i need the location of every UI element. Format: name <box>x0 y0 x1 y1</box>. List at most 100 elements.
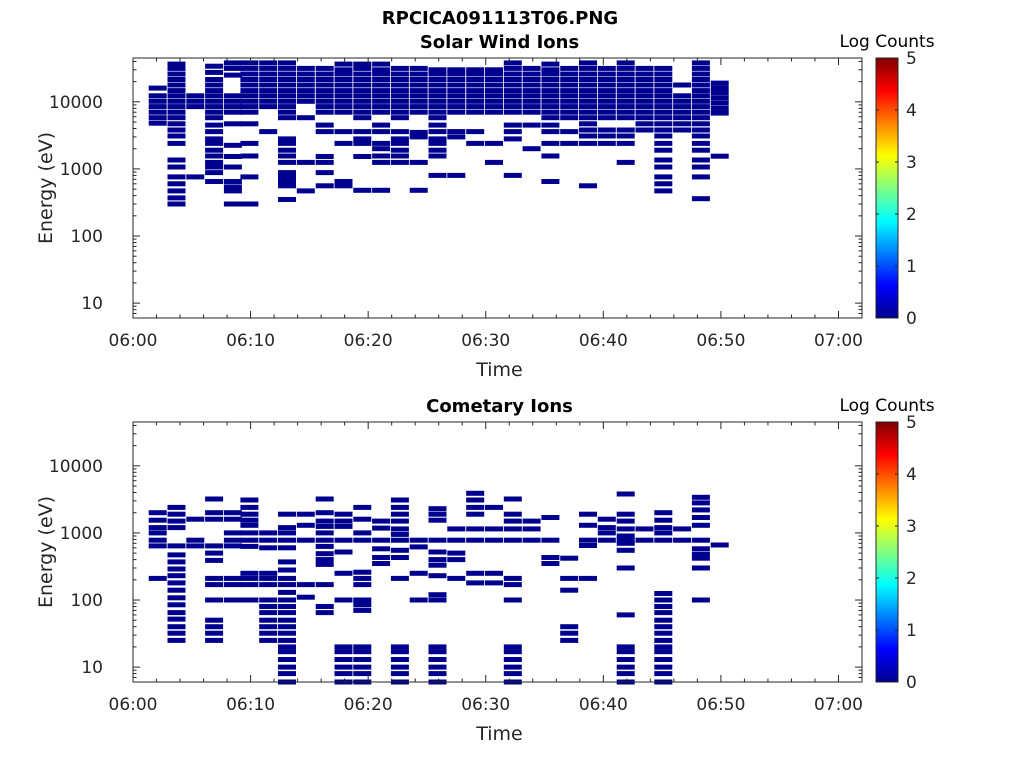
panel-2-cell <box>409 544 428 550</box>
panel-2-axes-frame <box>132 421 863 683</box>
panel-1-xtick-label: 07:00 <box>814 331 863 351</box>
panel-1-cell <box>597 109 616 115</box>
panel-2-cell <box>186 516 205 522</box>
panel-2-cell <box>447 557 466 563</box>
panel-1-cell <box>654 147 673 153</box>
panel-1-cell <box>579 115 597 121</box>
panel-2-cell <box>466 497 485 503</box>
panel-1-cell <box>654 109 673 115</box>
panel-1-cell <box>691 60 710 66</box>
panel-2-cell <box>315 543 334 549</box>
panel-2-cell <box>654 649 673 655</box>
panel-1-cell <box>485 159 503 165</box>
panel-1-cell <box>223 65 242 71</box>
panel-1-cell <box>541 61 560 67</box>
panel-1-cell <box>205 109 224 115</box>
panel-1-cell <box>654 164 673 170</box>
panel-2-cell <box>278 664 296 670</box>
panel-2-cell <box>334 644 353 650</box>
panel-2-cell <box>616 612 635 618</box>
panel-1-cell <box>372 140 391 146</box>
panel-1-cell <box>390 93 409 99</box>
panel-1-cell <box>691 93 710 99</box>
panel-1-cell <box>428 93 447 99</box>
panel-2-colorbar-tick-label: 5 <box>906 413 917 433</box>
panel-1-cell <box>579 71 597 77</box>
panel-1-cell <box>522 77 541 82</box>
panel-2-colorbar-tick-label: 3 <box>906 517 917 537</box>
panel-1-cell <box>710 105 729 111</box>
panel-1-cell <box>579 127 597 133</box>
panel-1-cell <box>334 77 353 82</box>
panel-1-cell <box>205 69 224 75</box>
panel-2-cell <box>560 575 579 581</box>
panel-2-cell <box>428 573 447 579</box>
panel-1-ytick-label: 100 <box>71 227 103 247</box>
panel-1-cell <box>597 104 616 110</box>
panel-1-cell <box>597 65 616 71</box>
panel-1-cell <box>522 146 541 152</box>
panel-1-cell <box>447 129 466 135</box>
panel-2-cell <box>691 494 710 500</box>
panel-1-cell <box>654 188 673 194</box>
panel-2-cell <box>654 617 673 623</box>
panel-2-cell <box>522 526 541 532</box>
panel-1-xlabel: Time <box>475 359 523 381</box>
panel-2-cell <box>447 575 466 581</box>
panel-1-cell <box>167 115 186 121</box>
panel-2-cell <box>334 664 353 670</box>
panel-1-cell <box>560 140 579 146</box>
panel-1-cell <box>353 129 372 135</box>
panel-2-cell <box>278 537 296 543</box>
panel-2-cell <box>372 537 391 543</box>
panel-1-cell <box>654 140 673 146</box>
panel-1-cell <box>673 109 692 115</box>
panel-2-cell <box>466 490 485 496</box>
panel-1-cell <box>278 174 296 180</box>
panel-2-cell <box>409 537 428 543</box>
panel-2-cell <box>654 517 673 523</box>
panel-1-cell <box>315 98 334 104</box>
panel-1-cell <box>240 174 259 180</box>
panel-2-colorbar-tick-label: 4 <box>906 465 917 485</box>
panel-2-cell <box>205 624 224 630</box>
panel-1-cell <box>223 109 242 115</box>
panel-1-cell <box>691 109 710 115</box>
panel-1-cell <box>278 109 296 115</box>
panel-1-cell <box>372 77 391 82</box>
panel-1-cell <box>616 98 635 104</box>
panel-2-cell <box>616 518 635 524</box>
panel-1-cell <box>334 71 353 77</box>
panel-1-cell <box>259 104 278 110</box>
panel-1-cell <box>259 98 278 104</box>
panel-1-cell <box>372 67 391 73</box>
panel-1-cell <box>372 82 391 88</box>
panel-1-cell <box>485 140 503 146</box>
panel-2-cell <box>240 511 259 517</box>
panel-2-cell <box>259 597 278 603</box>
panel-2-cell <box>390 664 409 670</box>
panel-2-cell <box>616 540 635 546</box>
panel-1-cell <box>278 82 296 88</box>
panel-2-cell <box>205 543 224 549</box>
panel-1-cell <box>167 88 186 94</box>
panel-2-cell <box>315 518 334 524</box>
panel-2-cell <box>390 518 409 524</box>
panel-1-cell <box>635 98 654 104</box>
panel-2-xtick-label: 06:00 <box>109 695 158 715</box>
panel-2-cell <box>167 543 186 549</box>
panel-2-cell <box>167 637 186 643</box>
panel-1-cell <box>447 71 466 77</box>
panel-2-cell <box>691 555 710 561</box>
panel-1-cell <box>390 98 409 104</box>
panel-1-cell <box>428 109 447 115</box>
panel-1-cell <box>654 65 673 71</box>
panel-1-cell <box>579 121 597 127</box>
panel-1-cell <box>167 71 186 77</box>
panel-1-cell <box>503 109 522 115</box>
panel-1-cell <box>428 71 447 77</box>
panel-2-cell <box>428 657 447 662</box>
panel-1-cell <box>654 174 673 180</box>
panel-2-cell <box>372 525 391 531</box>
